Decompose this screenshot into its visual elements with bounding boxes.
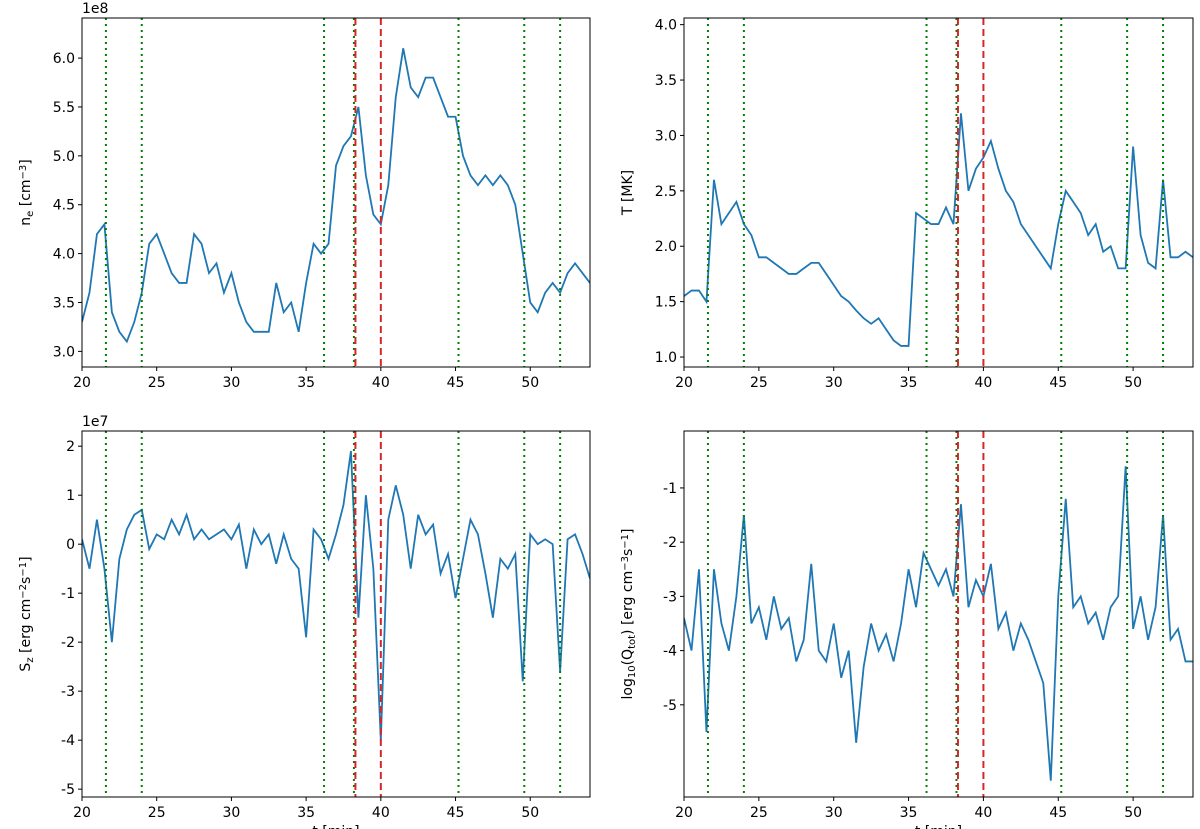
y-axis-label-part: [erg cm [18, 599, 34, 658]
y-tick-label: -2 [61, 635, 75, 651]
axes-frame [683, 430, 1194, 798]
axes-frame [81, 430, 591, 798]
x-tick-label: 20 [73, 805, 91, 821]
y-axis-label-part: S [18, 663, 34, 672]
x-tick-label: 30 [222, 375, 240, 391]
y-axis-label: Sz [erg cm−2s−1] [18, 556, 36, 671]
x-tick-label: 50 [1124, 375, 1142, 391]
x-tick-label: 50 [1124, 805, 1142, 821]
x-axis-label: t [min] [312, 824, 359, 829]
x-tick-label: 45 [447, 375, 465, 391]
x-tick-label: 40 [974, 375, 992, 391]
x-tick-label: 20 [73, 375, 91, 391]
x-tick-label: 35 [297, 805, 315, 821]
x-tick-label: 20 [675, 375, 693, 391]
x-tick-label: 50 [521, 375, 539, 391]
y-tick-label: 2.5 [655, 184, 677, 200]
x-tick-label: 40 [372, 375, 390, 391]
y-axis-label-part: ] [620, 529, 636, 534]
y-tick-label: 1.5 [655, 295, 677, 311]
x-tick-label: 30 [825, 805, 843, 821]
x-tick-label: 35 [900, 805, 918, 821]
x-tick-label: 25 [148, 805, 166, 821]
data-line [82, 48, 590, 344]
x-tick-label: 40 [974, 805, 992, 821]
y-tick-label: 1 [66, 488, 75, 504]
y-axis-label-part: 10 [627, 665, 638, 678]
x-tick-label: 45 [1049, 375, 1067, 391]
y-axis-label: log10(Qtot) [erg cm−3s−1] [620, 529, 638, 700]
y-tick-label: 3.0 [655, 128, 677, 144]
y-axis-label-part: s [620, 549, 636, 556]
x-tick-label: 50 [521, 805, 539, 821]
y-tick-label: -3 [61, 684, 75, 700]
y-tick-label: 2.0 [655, 239, 677, 255]
y-tick-label: 0 [66, 537, 75, 553]
y-axis-label-part: z [25, 657, 36, 662]
x-tick-label: 40 [372, 805, 390, 821]
y-axis-label-part: −1 [620, 534, 631, 549]
x-tick-label: 20 [675, 805, 693, 821]
y-axis-label-part: −3 [620, 556, 631, 571]
data-line [82, 450, 590, 741]
y-tick-label: 1.0 [655, 350, 677, 366]
offset-label: 1e8 [82, 1, 108, 17]
y-axis-label-part: tot [627, 635, 638, 649]
x-tick-label: 45 [447, 805, 465, 821]
y-tick-label: -1 [663, 481, 677, 497]
y-axis-label: T [MK] [620, 170, 636, 216]
y-tick-label: -5 [663, 698, 677, 714]
y-tick-label: 5.5 [53, 100, 75, 116]
y-axis-label-part: e [25, 211, 36, 217]
y-tick-label: 2 [66, 439, 75, 455]
y-axis-label-part: T [MK] [620, 170, 636, 216]
offset-label: 1e7 [82, 414, 108, 430]
y-tick-label: 3.0 [53, 344, 75, 360]
y-tick-label: 4.0 [655, 18, 677, 34]
x-tick-label: 35 [297, 375, 315, 391]
y-tick-label: 6.0 [53, 51, 75, 67]
x-tick-label: 30 [825, 375, 843, 391]
x-tick-label: 25 [750, 375, 768, 391]
y-axis-label-part: ] [18, 159, 34, 164]
y-axis-label-part: log [620, 678, 636, 699]
axes-frame [81, 17, 591, 368]
x-axis-label: t [min] [915, 824, 962, 829]
y-tick-label: 4.5 [53, 198, 75, 214]
x-tick-label: 45 [1049, 805, 1067, 821]
y-axis-label-part: [cm [18, 179, 34, 210]
y-axis-label: ne [cm−3] [18, 159, 36, 226]
y-axis-label-part: s [18, 577, 34, 584]
x-tick-label: 35 [900, 375, 918, 391]
y-tick-label: -4 [61, 733, 75, 749]
data-line [684, 466, 1193, 781]
axes-frame [683, 17, 1194, 368]
y-tick-label: 5.0 [53, 149, 75, 165]
y-axis-label-part: ] [18, 556, 34, 561]
y-tick-label: -3 [663, 589, 677, 605]
y-tick-label: -5 [61, 782, 75, 798]
x-tick-label: 25 [148, 375, 166, 391]
y-axis-label-part: −2 [18, 584, 29, 599]
y-axis-label-part: −3 [18, 165, 29, 180]
y-tick-label: -2 [663, 535, 677, 551]
y-axis-label-part: ) [erg cm [620, 571, 636, 635]
y-axis-label-part: −1 [18, 562, 29, 577]
y-tick-label: 3.5 [655, 73, 677, 89]
y-tick-label: -1 [61, 586, 75, 602]
y-tick-label: -4 [663, 644, 677, 660]
y-axis-label-part: (Q [620, 649, 636, 665]
y-tick-label: 3.5 [53, 295, 75, 311]
data-line [684, 113, 1193, 347]
y-axis-label-part: n [18, 217, 34, 226]
x-tick-label: 30 [222, 805, 240, 821]
y-tick-label: 4.0 [53, 247, 75, 263]
x-tick-label: 25 [750, 805, 768, 821]
